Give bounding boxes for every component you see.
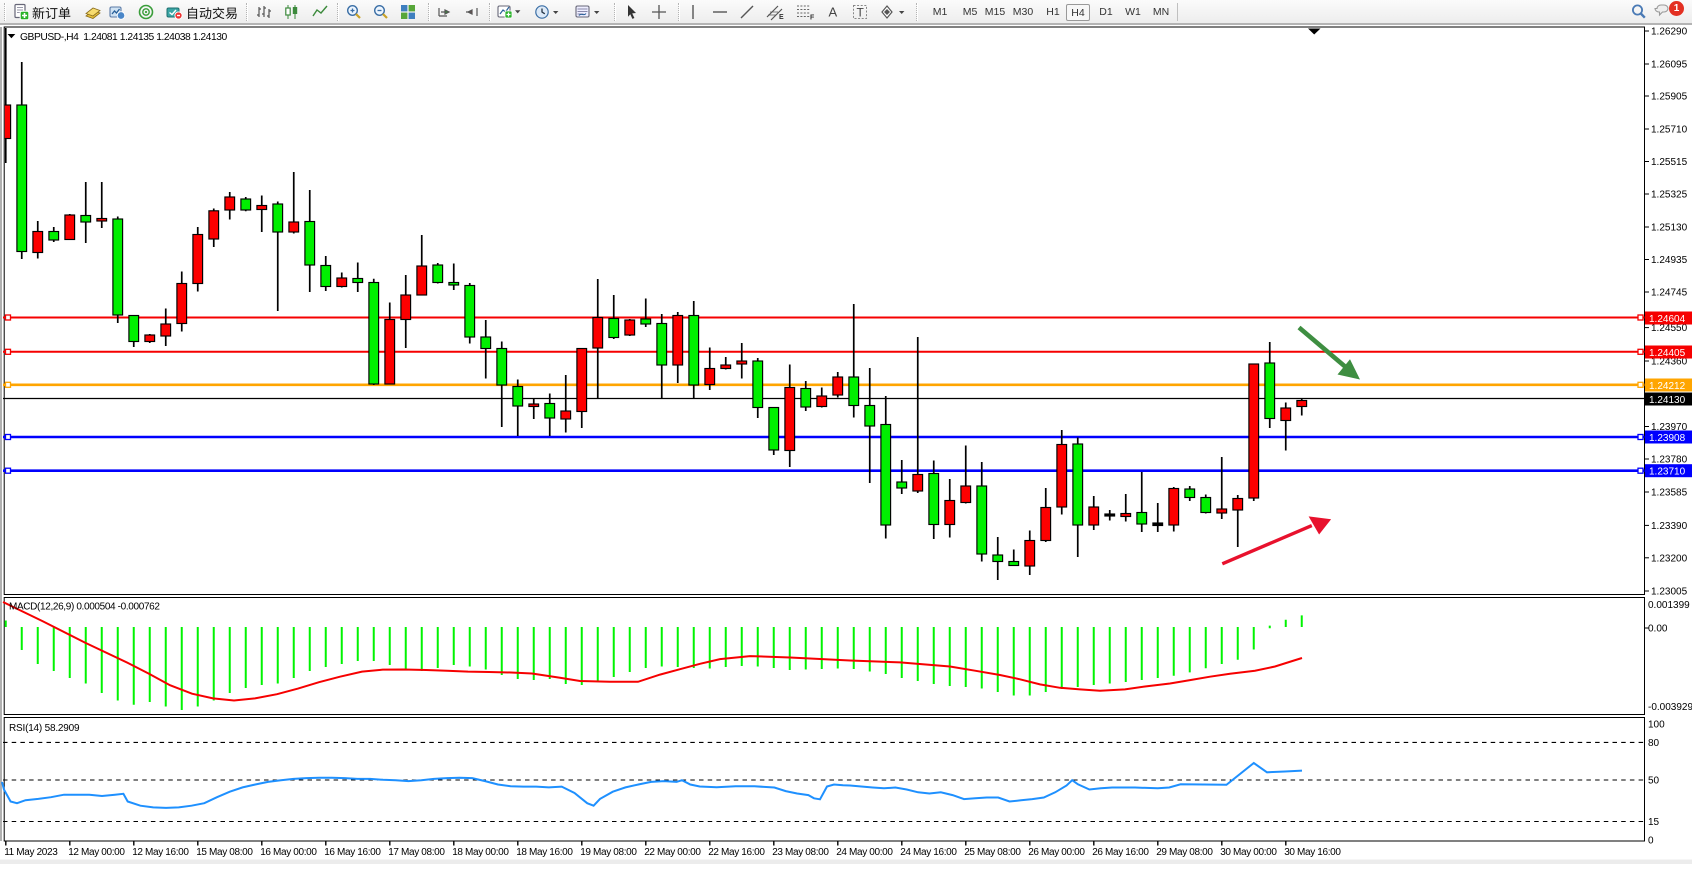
svg-text:18 May 00:00: 18 May 00:00 bbox=[452, 847, 509, 858]
svg-text:26 May 00:00: 26 May 00:00 bbox=[1028, 847, 1085, 858]
svg-text:16 May 00:00: 16 May 00:00 bbox=[260, 847, 317, 858]
svg-text:T: T bbox=[857, 6, 865, 20]
svg-text:1.24550: 1.24550 bbox=[1651, 323, 1688, 334]
svg-text:1.23710: 1.23710 bbox=[1649, 467, 1686, 478]
svg-text:GBPUSD-,H4 1.24081 1.24135 1.: GBPUSD-,H4 1.24081 1.24135 1.24038 1.241… bbox=[20, 32, 227, 43]
svg-text:12 May 16:00: 12 May 16:00 bbox=[132, 847, 189, 858]
svg-text:23 May 08:00: 23 May 08:00 bbox=[772, 847, 829, 858]
svg-text:1.23970: 1.23970 bbox=[1651, 422, 1688, 433]
svg-text:22 May 16:00: 22 May 16:00 bbox=[708, 847, 765, 858]
svg-text:50: 50 bbox=[1648, 776, 1660, 787]
svg-text:1.24604: 1.24604 bbox=[1649, 314, 1686, 325]
svg-text:1.25130: 1.25130 bbox=[1651, 223, 1688, 234]
svg-text:16 May 16:00: 16 May 16:00 bbox=[324, 847, 381, 858]
svg-text:1.26095: 1.26095 bbox=[1651, 60, 1688, 71]
svg-text:22 May 00:00: 22 May 00:00 bbox=[644, 847, 701, 858]
svg-text:1.26290: 1.26290 bbox=[1651, 27, 1688, 38]
svg-text:1.25710: 1.25710 bbox=[1651, 125, 1688, 136]
svg-text:1.24405: 1.24405 bbox=[1649, 348, 1686, 359]
svg-text:17 May 08:00: 17 May 08:00 bbox=[388, 847, 445, 858]
svg-text:24 May 16:00: 24 May 16:00 bbox=[900, 847, 957, 858]
svg-text:E: E bbox=[779, 14, 784, 21]
svg-text:1.23585: 1.23585 bbox=[1651, 488, 1688, 499]
svg-text:1.25905: 1.25905 bbox=[1651, 92, 1688, 103]
svg-text:1.24745: 1.24745 bbox=[1651, 288, 1688, 299]
svg-text:15 May 08:00: 15 May 08:00 bbox=[196, 847, 253, 858]
svg-text:1.25515: 1.25515 bbox=[1651, 157, 1688, 168]
svg-text:25 May 08:00: 25 May 08:00 bbox=[964, 847, 1021, 858]
svg-text:1.23005: 1.23005 bbox=[1651, 587, 1688, 598]
svg-text:30 May 16:00: 30 May 16:00 bbox=[1284, 847, 1341, 858]
svg-text:-0.003929: -0.003929 bbox=[1648, 702, 1692, 713]
svg-text:1.23390: 1.23390 bbox=[1651, 521, 1688, 532]
svg-text:18 May 16:00: 18 May 16:00 bbox=[516, 847, 573, 858]
svg-text:MACD(12,26,9) 0.000504 -0.0007: MACD(12,26,9) 0.000504 -0.000762 bbox=[9, 601, 160, 612]
svg-text:30 May 00:00: 30 May 00:00 bbox=[1220, 847, 1277, 858]
svg-text:1.24935: 1.24935 bbox=[1651, 255, 1688, 266]
svg-text:29 May 08:00: 29 May 08:00 bbox=[1156, 847, 1213, 858]
svg-text:1.24360: 1.24360 bbox=[1651, 357, 1688, 368]
svg-text:12 May 00:00: 12 May 00:00 bbox=[68, 847, 125, 858]
svg-text:1.24212: 1.24212 bbox=[1649, 381, 1686, 392]
svg-text:100: 100 bbox=[1648, 719, 1665, 730]
svg-text:0.00: 0.00 bbox=[1648, 624, 1668, 635]
svg-text:0.001399: 0.001399 bbox=[1648, 600, 1690, 611]
svg-text:11 May 2023: 11 May 2023 bbox=[4, 847, 58, 858]
svg-text:1.23908: 1.23908 bbox=[1649, 433, 1686, 444]
svg-text:A: A bbox=[829, 5, 838, 20]
svg-text:15: 15 bbox=[1648, 817, 1660, 828]
svg-text:1.24130: 1.24130 bbox=[1649, 395, 1686, 406]
svg-text:19 May 08:00: 19 May 08:00 bbox=[580, 847, 637, 858]
svg-text:1.23780: 1.23780 bbox=[1651, 455, 1688, 466]
svg-text:0: 0 bbox=[1648, 836, 1654, 847]
svg-text:24 May 00:00: 24 May 00:00 bbox=[836, 847, 893, 858]
svg-text:80: 80 bbox=[1648, 738, 1660, 749]
svg-text:1.25325: 1.25325 bbox=[1651, 190, 1688, 201]
svg-text:1.23200: 1.23200 bbox=[1651, 553, 1688, 564]
svg-text:RSI(14) 58.2909: RSI(14) 58.2909 bbox=[9, 723, 80, 734]
svg-text:F: F bbox=[810, 15, 815, 22]
svg-text:26 May 16:00: 26 May 16:00 bbox=[1092, 847, 1149, 858]
